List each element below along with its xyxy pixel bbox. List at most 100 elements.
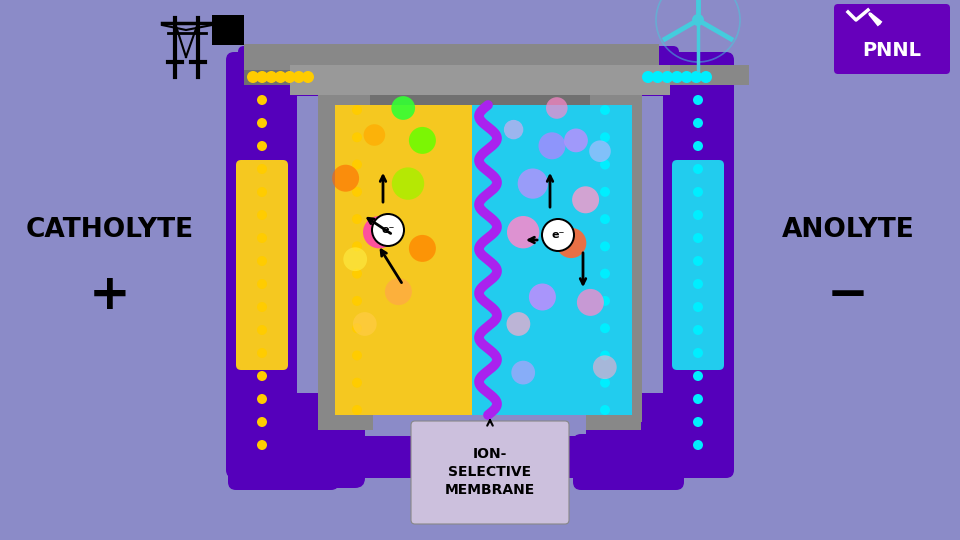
Bar [318, 70, 642, 110]
Bar [586, 405, 641, 430]
Bar [370, 55, 590, 150]
Circle shape [693, 279, 703, 289]
Circle shape [257, 164, 267, 174]
Circle shape [257, 233, 267, 243]
Circle shape [693, 394, 703, 404]
Circle shape [693, 118, 703, 128]
Circle shape [257, 394, 267, 404]
Circle shape [392, 167, 424, 200]
Circle shape [652, 71, 663, 83]
Circle shape [352, 159, 362, 170]
Circle shape [332, 165, 359, 192]
Circle shape [352, 268, 362, 279]
Circle shape [543, 220, 573, 250]
Circle shape [265, 71, 277, 83]
Text: ION-
SELECTIVE
MEMBRANE: ION- SELECTIVE MEMBRANE [444, 447, 535, 497]
Circle shape [352, 214, 362, 224]
Circle shape [293, 71, 305, 83]
Circle shape [600, 377, 610, 388]
Bar [335, 105, 490, 415]
Circle shape [352, 241, 362, 251]
Circle shape [600, 241, 610, 251]
Circle shape [600, 350, 610, 361]
Bar [244, 44, 659, 72]
Circle shape [692, 14, 704, 26]
Circle shape [539, 132, 565, 159]
FancyBboxPatch shape [834, 4, 950, 74]
Circle shape [593, 355, 616, 379]
Circle shape [352, 323, 362, 333]
Text: ANOLYTE: ANOLYTE [781, 217, 914, 243]
Circle shape [507, 312, 530, 336]
Circle shape [257, 417, 267, 427]
Bar [590, 102, 642, 422]
Circle shape [257, 187, 267, 197]
Circle shape [600, 323, 610, 333]
Text: e⁻: e⁻ [381, 225, 395, 235]
Circle shape [275, 71, 286, 83]
Circle shape [681, 71, 693, 83]
Circle shape [257, 371, 267, 381]
Circle shape [352, 132, 362, 142]
Circle shape [541, 218, 575, 252]
FancyBboxPatch shape [344, 436, 616, 478]
Bar [318, 405, 373, 430]
Text: CATHOLYTE: CATHOLYTE [26, 217, 194, 243]
Circle shape [600, 405, 610, 415]
Circle shape [363, 216, 396, 248]
Circle shape [364, 124, 385, 146]
Circle shape [693, 256, 703, 266]
Circle shape [546, 97, 567, 119]
Circle shape [600, 187, 610, 197]
Circle shape [693, 417, 703, 427]
FancyBboxPatch shape [411, 421, 569, 524]
Circle shape [371, 213, 405, 247]
Circle shape [693, 302, 703, 312]
Circle shape [589, 140, 611, 162]
Bar [472, 105, 632, 415]
Circle shape [600, 132, 610, 142]
Text: −: − [828, 271, 869, 319]
Circle shape [257, 141, 267, 151]
Circle shape [385, 278, 412, 305]
Circle shape [247, 71, 259, 83]
Circle shape [693, 348, 703, 358]
Circle shape [257, 440, 267, 450]
Circle shape [693, 95, 703, 105]
Circle shape [352, 187, 362, 197]
FancyBboxPatch shape [672, 160, 724, 370]
FancyBboxPatch shape [663, 52, 734, 478]
Circle shape [257, 302, 267, 312]
Bar [212, 15, 244, 45]
Circle shape [257, 95, 267, 105]
Circle shape [409, 235, 436, 262]
Circle shape [352, 405, 362, 415]
Circle shape [257, 348, 267, 358]
Circle shape [600, 214, 610, 224]
Circle shape [256, 71, 268, 83]
Circle shape [671, 71, 683, 83]
Circle shape [693, 371, 703, 381]
Circle shape [352, 105, 362, 115]
Circle shape [600, 268, 610, 279]
Circle shape [693, 325, 703, 335]
Circle shape [373, 215, 403, 245]
FancyBboxPatch shape [236, 160, 288, 370]
Circle shape [352, 350, 362, 361]
Circle shape [600, 296, 610, 306]
Circle shape [693, 440, 703, 450]
Circle shape [512, 361, 535, 384]
FancyBboxPatch shape [586, 393, 681, 488]
Bar [244, 70, 659, 85]
Bar [290, 65, 670, 95]
Circle shape [693, 210, 703, 220]
Text: e⁻: e⁻ [551, 230, 564, 240]
Circle shape [257, 118, 267, 128]
FancyBboxPatch shape [573, 434, 684, 490]
Circle shape [600, 105, 610, 115]
Circle shape [257, 325, 267, 335]
FancyBboxPatch shape [226, 52, 297, 478]
Circle shape [600, 159, 610, 170]
Circle shape [700, 71, 712, 83]
Circle shape [504, 120, 523, 139]
